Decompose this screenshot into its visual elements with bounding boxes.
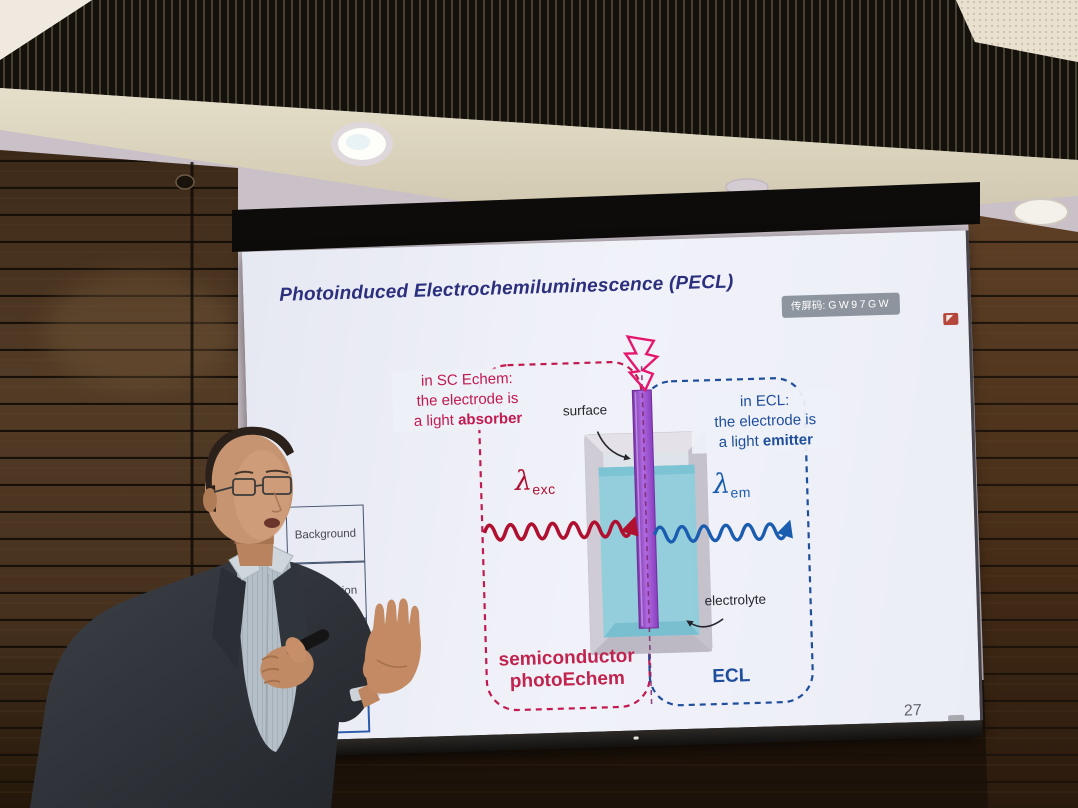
electrolyte-arrow <box>686 618 724 628</box>
presenter-mouth <box>264 518 280 528</box>
ceiling-light-right <box>1013 198 1069 226</box>
eyebrow-left <box>234 470 254 475</box>
presenter-hand-clicker <box>260 629 330 689</box>
presenter-nose <box>271 491 282 513</box>
sc-photoechem-region <box>477 361 651 712</box>
surface-arrow <box>596 431 631 461</box>
ceiling-corner <box>0 0 92 60</box>
presenter-glasses <box>213 476 292 496</box>
lightning-bolt-icon <box>622 335 660 393</box>
wood-wall-right <box>968 214 1078 808</box>
blazer-lapel-left <box>212 567 246 670</box>
excitation-wave-arrow <box>482 516 639 542</box>
presenter-ear <box>203 488 217 512</box>
presenter-hand-open <box>362 598 421 694</box>
projector-screen: Photoinduced Electrochemiluminescence (P… <box>242 230 984 758</box>
emission-wave-arrow <box>652 519 793 544</box>
shirt-collar-right <box>267 545 294 575</box>
slide: Photoinduced Electrochemiluminescence (P… <box>242 230 984 742</box>
presenter-blazer <box>30 561 377 808</box>
presenter-hair <box>205 426 294 487</box>
region-divider-line <box>640 366 653 705</box>
perforated-ceiling-tile <box>956 0 1078 62</box>
ceiling-grille-vent <box>0 0 1078 160</box>
electrode-highlight <box>634 392 644 627</box>
screen-valance <box>232 182 980 252</box>
pecl-diagram <box>477 335 814 712</box>
eyebrow-right <box>265 469 289 474</box>
presenter-head <box>203 426 294 544</box>
ceiling-light-main <box>331 122 393 166</box>
